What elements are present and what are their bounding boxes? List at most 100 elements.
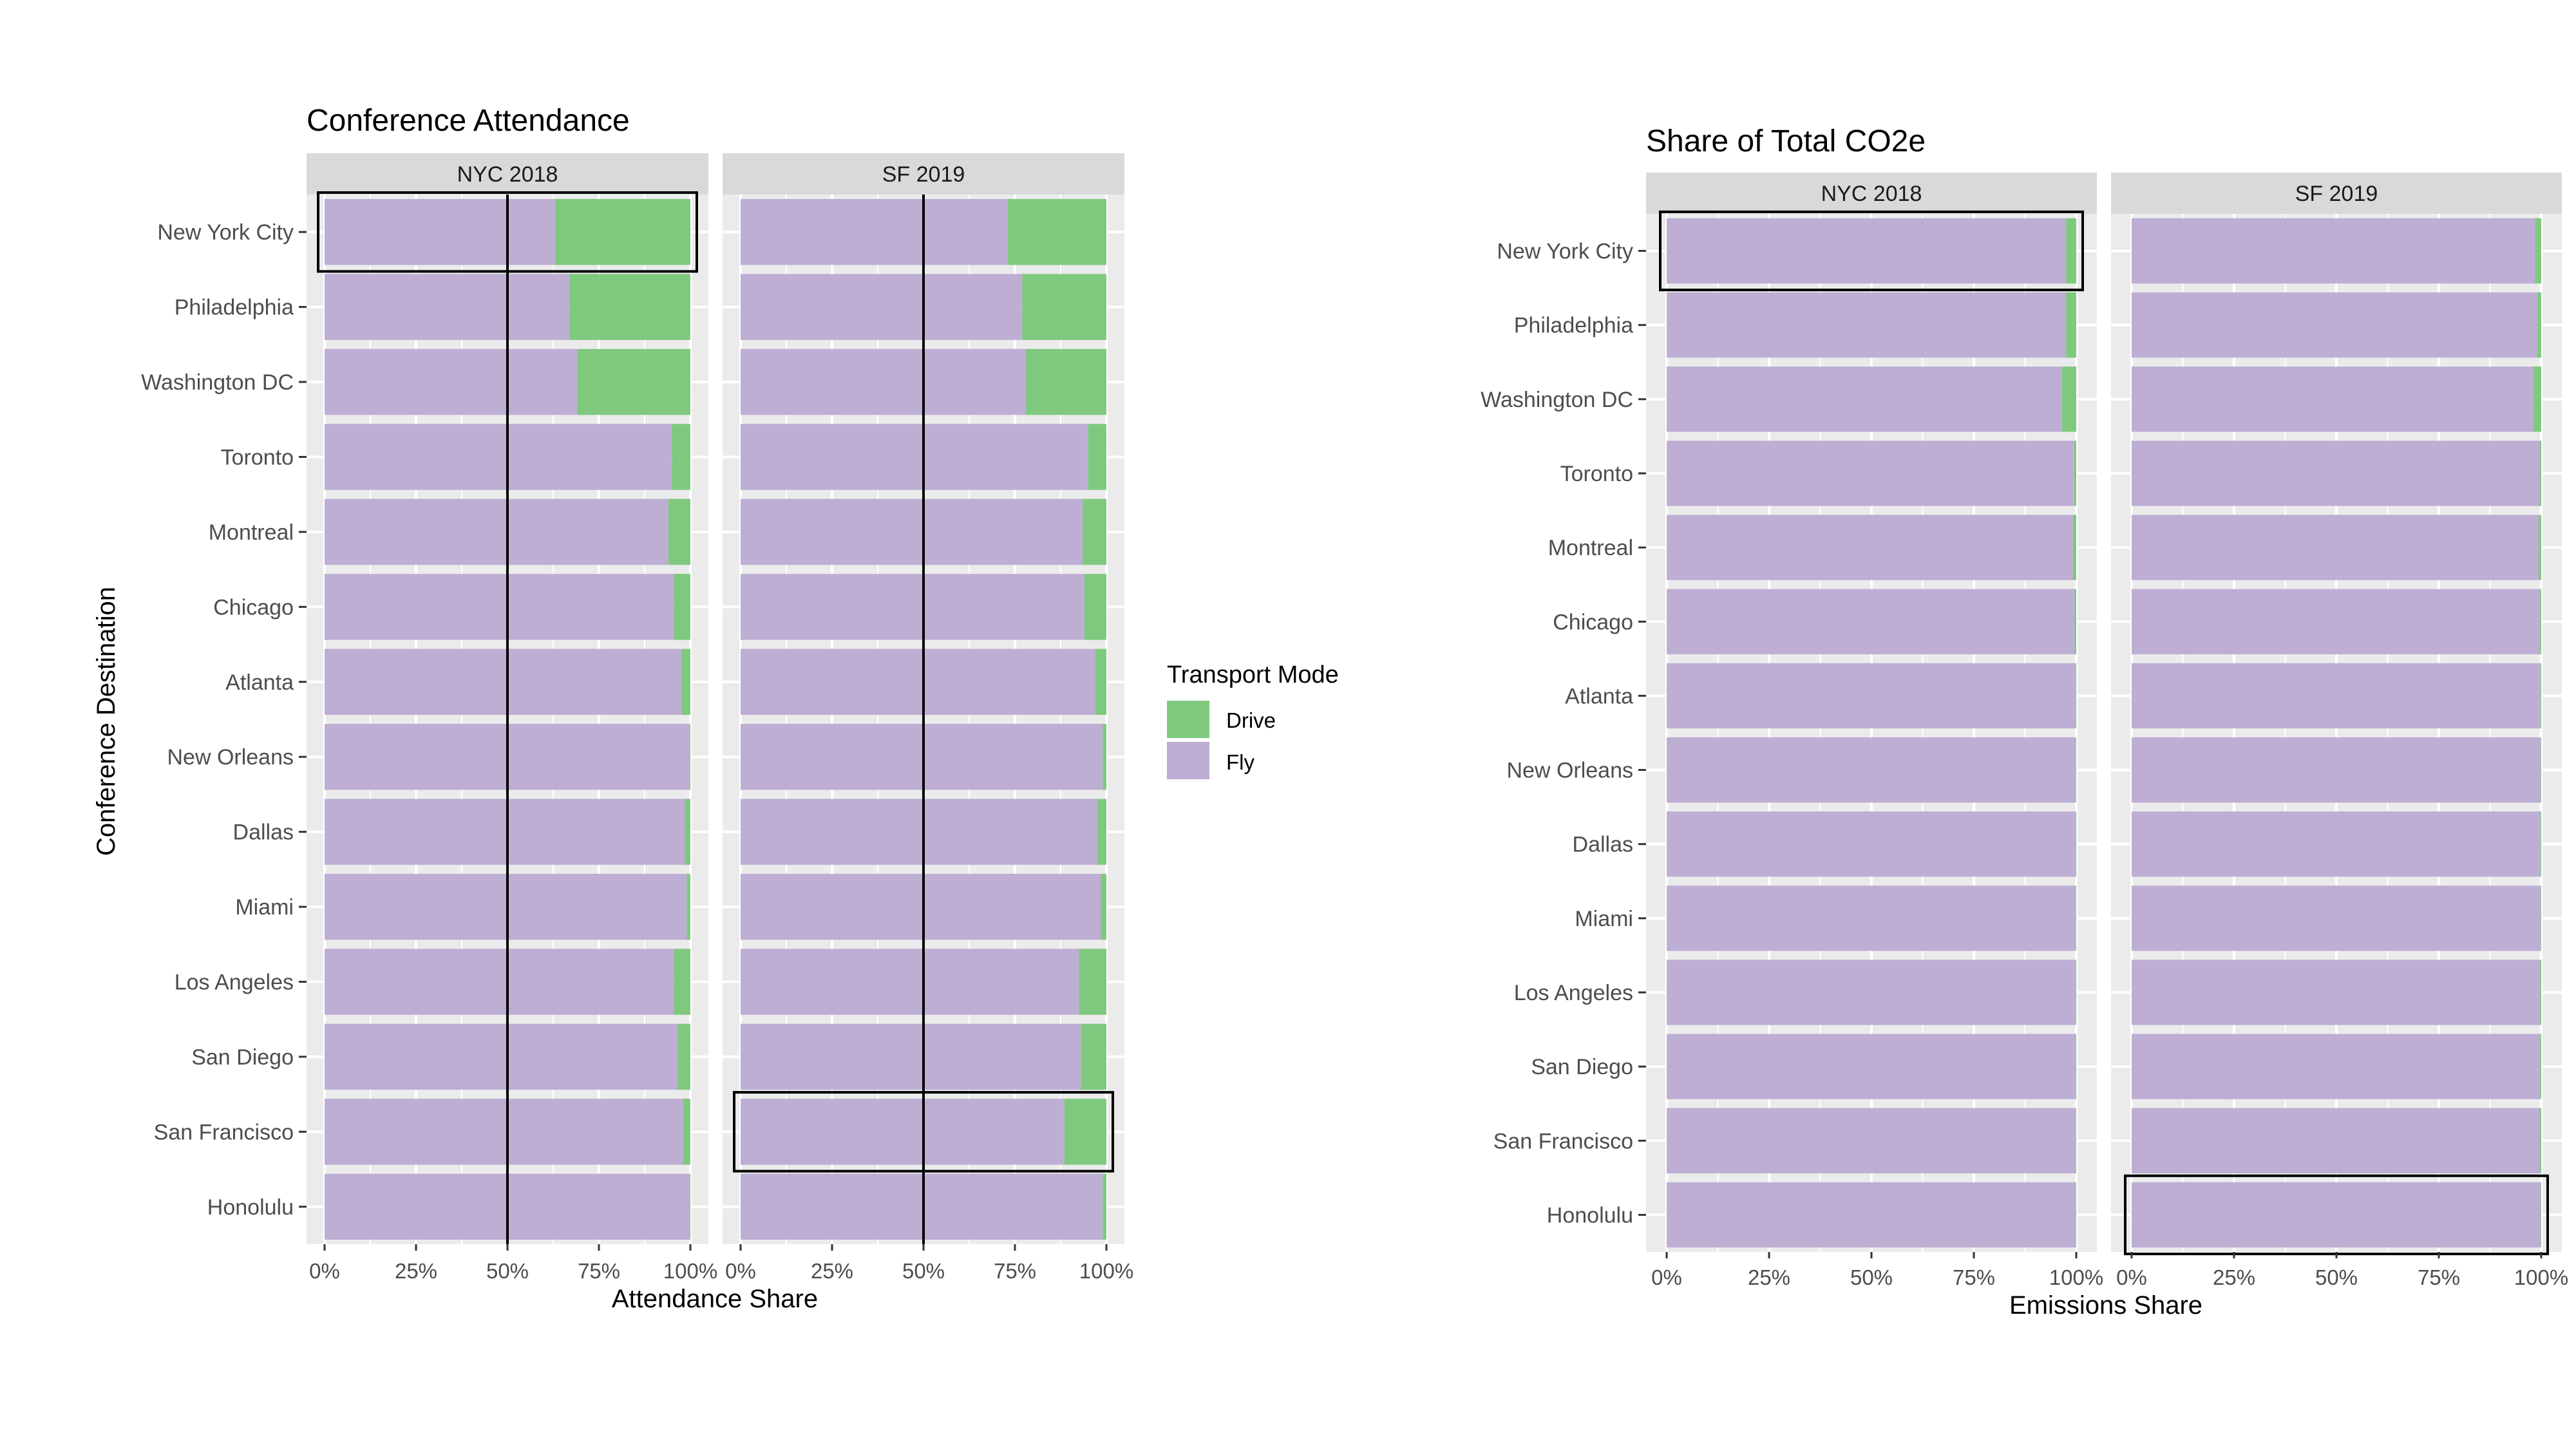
left-facet-nyc-2018-bar-los-angeles-drive <box>674 949 690 1015</box>
right-facet-nyc-2018-x-tick-label: 25% <box>1748 1265 1790 1289</box>
right-y-tick-label-atlanta: Atlanta <box>1565 684 1633 708</box>
left-facet-nyc-2018-bar-toronto-drive <box>672 424 690 490</box>
left-facet-nyc-2018-bar-washington-dc-fly <box>325 348 577 415</box>
right-facet-nyc-2018-bar-montreal-drive <box>2072 515 2076 580</box>
right-facet-sf-2019-bar-san-diego-fly <box>2132 1034 2541 1099</box>
left-facet-sf-2019-bar-montreal-fly <box>741 498 1083 565</box>
left-facet-sf-2019-bar-los-angeles-fly <box>741 949 1079 1015</box>
right-facet-sf-2019-bar-san-francisco-drive <box>2539 1108 2541 1173</box>
left-facet-sf-2019-x-tick-label: 75% <box>994 1259 1036 1283</box>
left-facet-nyc-2018-bar-new-york-city-fly <box>325 198 555 265</box>
left-facet-nyc-2018-bar-honolulu-drive <box>689 1173 690 1240</box>
right-facet-nyc-2018-bar-toronto-drive <box>2074 440 2076 506</box>
left-y-tick-label-dallas: Dallas <box>233 820 294 845</box>
right-y-tick-label-toronto: Toronto <box>1560 462 1633 486</box>
left-facet-nyc-2018-bar-dallas-drive <box>685 799 690 865</box>
left-facet-sf-2019-bar-san-diego-drive <box>1081 1023 1106 1090</box>
right-facet-nyc-2018-bar-chicago-drive <box>2074 589 2076 654</box>
left-y-tick-label-miami: Miami <box>235 895 294 920</box>
right-facet-sf-2019-bar-honolulu-fly <box>2132 1182 2541 1248</box>
left-facet-nyc-2018-bar-san-francisco-fly <box>325 1099 683 1165</box>
left-facet-nyc-2018-bar-los-angeles-fly <box>325 949 674 1015</box>
right-y-tick-label-dallas: Dallas <box>1573 833 1633 857</box>
right-facet-nyc-2018-bar-philadelphia-fly <box>1667 292 2067 358</box>
right-facet-sf-2019-bar-chicago-drive <box>2540 589 2541 654</box>
right-y-tick-label-san-francisco: San Francisco <box>1493 1129 1633 1153</box>
left-y-tick-label-toronto: Toronto <box>221 446 294 470</box>
right-y-tick-label-new-orleans: New Orleans <box>1506 759 1633 783</box>
right-y-tick-label-new-york-city: New York City <box>1497 240 1633 264</box>
left-y-tick-label-montreal: Montreal <box>209 520 294 545</box>
left-y-tick-label-new-york-city: New York City <box>157 220 294 245</box>
right-facet-sf-2019-x-tick-label: 25% <box>2213 1265 2255 1289</box>
left-facet-nyc-2018-strip <box>307 153 708 194</box>
left-facet-sf-2019-bar-toronto-drive <box>1088 424 1106 490</box>
right-y-tick-label-philadelphia: Philadelphia <box>1514 314 1633 338</box>
left-facet-nyc-2018-strip-label: NYC 2018 <box>457 162 558 187</box>
right-facet-nyc-2018-x-tick-label: 75% <box>1953 1265 1995 1289</box>
right-facet-sf-2019-strip-label: SF 2019 <box>2295 182 2378 206</box>
right-facet-nyc-2018-bar-chicago-fly <box>1667 589 2075 654</box>
left-y-tick-label-san-francisco: San Francisco <box>154 1120 294 1144</box>
right-facet-nyc-2018-bar-los-angeles-fly <box>1667 960 2076 1025</box>
right-facet-nyc-2018-bar-montreal-fly <box>1667 515 2073 580</box>
left-facet-nyc-2018-bar-chicago-fly <box>325 574 674 640</box>
left-chart-title: Conference Attendance <box>307 104 630 138</box>
left-facet-nyc-2018-bar-miami-fly <box>325 873 687 940</box>
left-facet-sf-2019-bar-toronto-fly <box>741 424 1088 490</box>
right-x-axis-label: Emissions Share <box>2009 1291 2202 1320</box>
right-facet-nyc-2018-bar-new-orleans-fly <box>1667 737 2076 803</box>
right-y-tick-label-miami: Miami <box>1575 907 1633 931</box>
left-facet-nyc-2018-x-tick-label: 0% <box>309 1259 340 1283</box>
legend: Transport Mode Drive Fly <box>1167 661 1339 779</box>
right-facet-sf-2019-bar-washington-dc-drive <box>2533 366 2541 432</box>
left-facet-nyc-2018-x-tick-label: 75% <box>578 1259 620 1283</box>
legend-key-drive <box>1167 701 1209 738</box>
right-facet-nyc-2018-highlight-box <box>1659 210 2084 292</box>
left-facet-sf-2019-strip <box>723 153 1124 194</box>
right-facet-nyc-2018-bar-san-francisco-fly <box>1667 1108 2076 1173</box>
right-facet-sf-2019-bar-philadelphia-fly <box>2132 292 2537 358</box>
right-facet-sf-2019-bar-montreal-drive <box>2539 515 2541 580</box>
left-facet-sf-2019-bar-san-francisco-drive <box>1064 1099 1106 1165</box>
left-facet-nyc-2018-x-tick-label: 25% <box>395 1259 437 1283</box>
right-facet-sf-2019-bar-washington-dc-fly <box>2132 366 2533 432</box>
right-facet-nyc-2018-bar-atlanta-fly <box>1667 663 2076 729</box>
left-y-tick-label-honolulu: Honolulu <box>207 1195 294 1220</box>
right-facet-nyc-2018-bar-toronto-fly <box>1667 440 2074 506</box>
left-facet-nyc-2018-bar-san-diego-drive <box>677 1023 690 1090</box>
left-facet-nyc-2018-bar-philadelphia-fly <box>325 274 570 340</box>
left-facet-sf-2019-bar-san-francisco-fly <box>741 1099 1065 1165</box>
left-facet-sf-2019-bar-honolulu-fly <box>741 1173 1103 1240</box>
right-chart-title: Share of Total CO2e <box>1646 124 1926 158</box>
right-y-tick-label-honolulu: Honolulu <box>1547 1203 1633 1227</box>
left-x-axis-label: Attendance Share <box>612 1285 818 1313</box>
right-facet-sf-2019-bar-toronto-fly <box>2132 440 2540 506</box>
right-facet-nyc-2018-bar-washington-dc-fly <box>1667 366 2062 432</box>
left-facet-sf-2019-bar-washington-dc-drive <box>1026 348 1106 415</box>
left-facet-sf-2019-bar-honolulu-drive <box>1103 1173 1106 1240</box>
left-facet-sf-2019-bar-chicago-fly <box>741 574 1084 640</box>
right-facet-nyc-2018-bar-san-diego-fly <box>1667 1034 2076 1099</box>
right-facet-nyc-2018-bar-new-york-city-fly <box>1667 218 2067 284</box>
left-y-tick-label-chicago: Chicago <box>213 595 294 620</box>
right-y-tick-label-washington-dc: Washington DC <box>1481 388 1633 412</box>
left-y-tick-label-atlanta: Atlanta <box>225 670 294 695</box>
right-facet-sf-2019-bar-toronto-drive <box>2539 440 2541 506</box>
right-facet-sf-2019-bar-los-angeles-drive <box>2540 960 2541 1025</box>
right-facet-sf-2019-bar-philadelphia-drive <box>2537 292 2541 358</box>
left-facet-nyc-2018-bar-dallas-fly <box>325 799 685 865</box>
right-y-tick-label-san-diego: San Diego <box>1531 1055 1633 1079</box>
left-facet-nyc-2018-x-tick-label: 100% <box>663 1259 717 1283</box>
right-facet-sf-2019-x-tick-label: 75% <box>2418 1265 2460 1289</box>
left-facet-nyc-2018-bar-new-york-city-drive <box>554 198 690 265</box>
left-facet-nyc-2018-bar-philadelphia-drive <box>569 274 690 340</box>
right-facet-sf-2019-bar-new-orleans-fly <box>2132 737 2541 803</box>
right-facet-nyc-2018-x-tick-label: 100% <box>2049 1265 2103 1289</box>
left-y-axis-label: Conference Destination <box>92 587 120 856</box>
right-facet-nyc-2018-bar-honolulu-fly <box>1667 1182 2076 1248</box>
left-facet-sf-2019-bar-washington-dc-fly <box>741 348 1027 415</box>
right-facet-nyc-2018-bar-miami-fly <box>1667 886 2076 951</box>
left-facet-sf-2019-x-tick-label: 50% <box>902 1259 945 1283</box>
